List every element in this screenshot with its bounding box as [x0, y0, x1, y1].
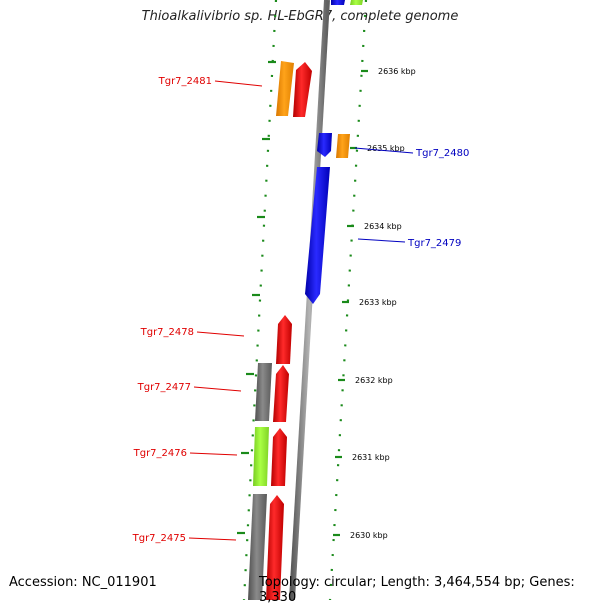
gene-arrow-tgr7-2478: [276, 315, 292, 364]
svg-text:Tgr7_2478: Tgr7_2478: [140, 327, 194, 338]
outer-guide-dots: [242, 0, 278, 600]
scale-tick-label: 2632 kbp: [355, 376, 393, 385]
scale-tick-label: 2631 kbp: [352, 453, 390, 462]
top-blue-gene-fragment: [331, 0, 345, 5]
svg-text:Tgr7_2480: Tgr7_2480: [415, 148, 469, 159]
svg-text:Tgr7_2479: Tgr7_2479: [407, 238, 461, 249]
scale-tick-label: 2634 kbp: [364, 222, 402, 231]
gene-arrow-tgr7-2477: [273, 365, 289, 422]
lime-feature-2476: [253, 427, 269, 486]
map-title: Thioalkalivibrio sp. HL-EbGR7, complete …: [141, 9, 459, 24]
gene-arrow-tgr7-2479: [305, 167, 330, 304]
orange-feature-2481: [276, 61, 294, 116]
svg-text:Tgr7_2475: Tgr7_2475: [132, 533, 186, 544]
scale-tick-label: 2630 kbp: [350, 531, 388, 540]
gene-label-tgr7-2480: Tgr7_2480: [354, 147, 469, 159]
gene-label-tgr7-2475: Tgr7_2475: [132, 533, 237, 544]
gene-arrow-tgr7-2481: [293, 62, 312, 117]
scale-tick-label: 2636 kbp: [378, 67, 416, 76]
inner-guide-dots: [328, 0, 368, 600]
gray-feature-2477: [255, 363, 272, 421]
gene-label-tgr7-2479: Tgr7_2479: [357, 238, 461, 249]
gray-feature-2475: [248, 494, 267, 600]
scale-ticks: 2636 kbp 2635 kbp 2634 kbp 2633 kbp 2632 kbp…: [237, 60, 416, 540]
genome-backbone: [289, 0, 330, 600]
scale-tick-label: 2635 kbp: [367, 144, 405, 153]
top-lime-feature-fragment: [350, 0, 363, 5]
gene-label-tgr7-2481: Tgr7_2481: [158, 76, 263, 87]
svg-text:Tgr7_2476: Tgr7_2476: [133, 448, 187, 459]
svg-text:Tgr7_2481: Tgr7_2481: [158, 76, 212, 87]
gene-arrow-tgr7-2476: [271, 428, 287, 486]
accession-label: Accession: NC_011901: [9, 575, 157, 590]
svg-text:Tgr7_2477: Tgr7_2477: [137, 382, 191, 393]
orange-feature-2480: [336, 134, 350, 158]
gene-arrow-tgr7-2475: [266, 495, 284, 600]
gene-arrow-tgr7-2480: [317, 133, 332, 157]
scale-tick-label: 2633 kbp: [359, 298, 397, 307]
gene-label-tgr7-2478: Tgr7_2478: [140, 327, 245, 338]
gene-label-tgr7-2476: Tgr7_2476: [133, 448, 238, 459]
gene-label-tgr7-2477: Tgr7_2477: [137, 382, 242, 393]
genome-summary: Topology: circular; Length: 3,464,554 bp…: [259, 575, 575, 605]
